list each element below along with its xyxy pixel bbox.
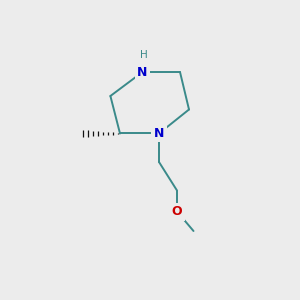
Text: H: H bbox=[140, 50, 148, 61]
Text: O: O bbox=[172, 205, 182, 218]
Text: N: N bbox=[154, 127, 164, 140]
Text: N: N bbox=[137, 65, 148, 79]
